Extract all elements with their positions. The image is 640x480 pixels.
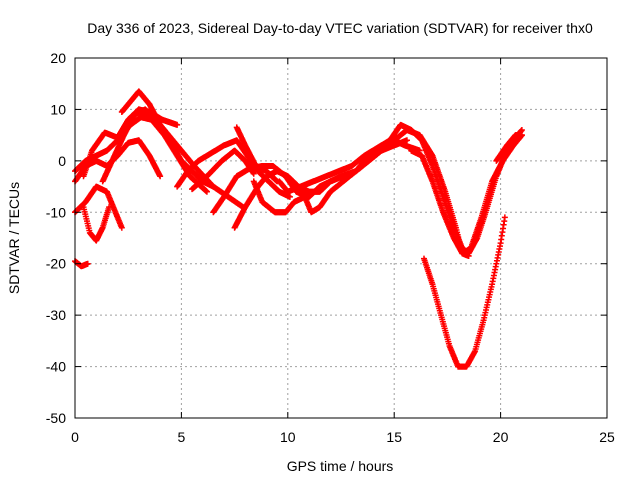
x-tick-label: 5 <box>178 429 186 445</box>
data-point <box>118 224 125 231</box>
y-tick-label: 10 <box>50 101 66 117</box>
y-tick-label: 0 <box>58 153 66 169</box>
data-point <box>157 173 164 180</box>
series-s11 <box>189 147 257 193</box>
x-tick-label: 0 <box>71 429 79 445</box>
data-point <box>174 121 181 128</box>
x-tick-label: 10 <box>280 429 296 445</box>
data-point <box>106 204 113 211</box>
x-tick-labels: 0 5 10 15 20 25 <box>71 429 615 445</box>
y-tick-label: 20 <box>50 50 66 66</box>
series-s13 <box>233 124 281 185</box>
x-axis-label: GPS time / hours <box>287 458 394 474</box>
data-point <box>518 127 525 133</box>
y-tick-label: -30 <box>46 307 66 323</box>
series-s18 <box>420 214 508 370</box>
x-tick-label: 15 <box>386 429 402 445</box>
data-markers <box>72 88 525 370</box>
y-tick-label: -40 <box>46 359 66 375</box>
data-point <box>465 253 472 259</box>
y-tick-label: -20 <box>46 256 66 272</box>
series-s17 <box>408 147 472 259</box>
plot-frame <box>74 57 608 419</box>
x-tick-label: 20 <box>493 429 509 445</box>
y-axis-label: SDTVAR / TECUs <box>6 182 22 294</box>
data-point <box>286 193 293 200</box>
axis-ticks <box>74 57 608 419</box>
y-tick-label: -10 <box>46 204 66 220</box>
data-point <box>250 170 257 177</box>
data-point <box>403 137 410 144</box>
grid-lines <box>75 58 607 418</box>
y-tick-label: -50 <box>46 410 66 426</box>
y-tick-labels: -50 -40 -30 -20 -10 0 10 20 <box>46 50 66 426</box>
series-s10 <box>135 106 181 128</box>
data-point <box>518 132 525 139</box>
data-point <box>501 214 508 221</box>
series-s2 <box>72 183 125 231</box>
series-s3 <box>80 204 113 244</box>
series-s1 <box>72 258 91 270</box>
data-point <box>84 260 91 267</box>
chart-title: Day 336 of 2023, Sidereal Day-to-day VTE… <box>87 20 593 36</box>
x-tick-label: 25 <box>599 429 615 445</box>
data-point <box>203 188 210 195</box>
series-s19 <box>493 132 525 164</box>
